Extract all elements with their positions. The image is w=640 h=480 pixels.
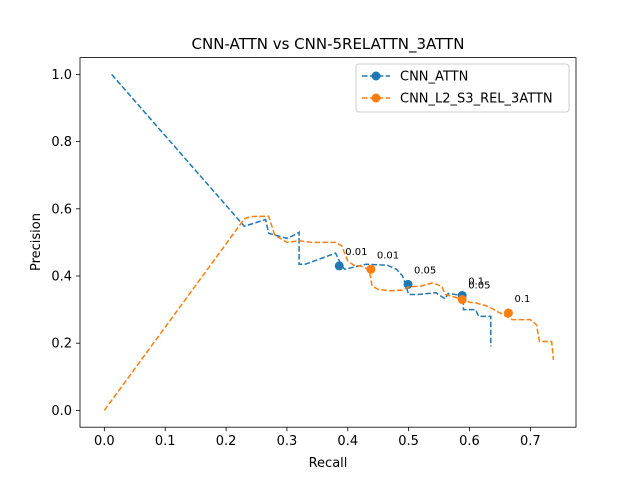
y-tick-label: 0.0 [51,404,72,419]
y-tick-label: 0.8 [51,135,72,150]
x-tick-label: 0.0 [94,434,115,449]
legend-marker-1 [371,93,381,103]
marker-annotation: 0.1 [468,276,484,287]
marker-annotation: 0.05 [468,281,490,292]
series-1-marker [503,308,513,318]
series-layer: 0.010.050.10.010.050.1 [103,73,555,411]
marker-annotation: 0.01 [377,250,399,261]
series-0-marker [334,261,344,271]
marker-annotation: 0.1 [514,294,530,305]
y-axis: 0.0 0.2 0.4 0.6 0.8 1.0 [51,68,80,419]
x-tick-label: 0.6 [459,434,480,449]
legend-marker-0 [371,71,381,81]
legend: CNN_ATTN CNN_L2_S3_REL_3ATTN [355,63,570,113]
legend-label-1: CNN_L2_S3_REL_3ATTN [400,92,553,107]
series-1-marker [457,295,467,305]
series-0-marker [403,279,413,289]
x-tick-label: 0.3 [277,434,298,449]
x-tick-label: 0.1 [155,434,176,449]
x-tick-label: 0.2 [216,434,237,449]
legend-box [355,63,570,113]
y-tick-label: 1.0 [51,68,72,83]
marker-annotation: 0.05 [414,265,436,276]
x-tick-label: 0.7 [520,434,541,449]
x-axis: 0.0 0.1 0.2 0.3 0.4 0.5 0.6 0.7 [94,427,541,449]
y-tick-label: 0.2 [51,337,72,352]
series-line-0 [111,73,492,347]
series-1-marker [366,264,376,274]
chart-title: CNN-ATTN vs CNN-5RELATTN_3ATTN [192,35,465,54]
x-tick-label: 0.5 [398,434,419,449]
x-tick-label: 0.4 [337,434,358,449]
y-axis-label: Precision [29,213,44,271]
series-line-1 [103,215,555,411]
legend-label-0: CNN_ATTN [400,70,468,85]
x-axis-label: Recall [309,456,348,471]
plot-frame [79,57,577,428]
marker-annotation: 0.01 [345,247,367,258]
y-tick-label: 0.4 [51,270,72,285]
y-tick-label: 0.6 [51,202,72,217]
